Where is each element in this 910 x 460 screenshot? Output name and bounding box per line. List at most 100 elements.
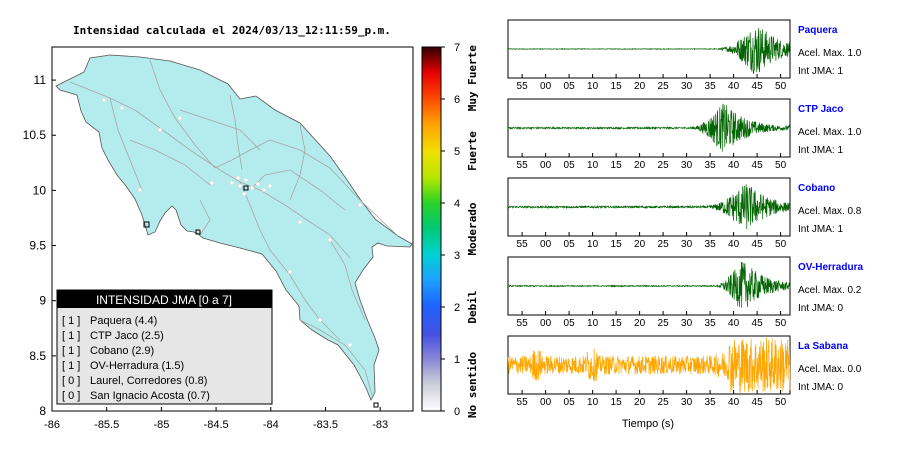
legend-jma-value: [ 1 ] [62, 315, 80, 327]
time-tick-label: 20 [634, 239, 646, 250]
waveform-trace [507, 28, 791, 74]
time-tick-label: 40 [728, 239, 740, 250]
seismogram-panel: 55 00 05 10 15 20 25 30 35 40 45 50 CTP Jaco Acel. Ma… [507, 98, 862, 171]
time-tick-label: 20 [634, 81, 646, 92]
time-tick-label: 10 [587, 318, 599, 329]
time-tick-label: 55 [517, 160, 529, 171]
time-tick-label: 05 [564, 81, 576, 92]
legend-station-label: Laurel, Corredores (0.8) [90, 375, 207, 387]
station-name: La Sabana [798, 341, 848, 352]
time-tick-label: 30 [681, 81, 693, 92]
time-tick-label: 05 [564, 397, 576, 408]
time-tick-label: 00 [540, 318, 552, 329]
time-tick-label: 00 [540, 160, 552, 171]
map-y-tick-label: 10 [33, 183, 47, 197]
map-x-tick-label: -83 [372, 419, 388, 431]
legend-station-label: OV-Herradura (1.5) [90, 360, 184, 372]
time-tick-label: 00 [540, 239, 552, 250]
time-tick-label: 15 [611, 239, 623, 250]
station-name: Cobano [798, 183, 835, 194]
time-tick-label: 00 [540, 397, 552, 408]
station-marker-herradura [195, 229, 201, 235]
colorbar-gradient [421, 46, 442, 412]
legend-station-label: CTP Jaco (2.5) [90, 330, 164, 342]
colorbar-tick-label: 3 [454, 250, 460, 262]
colorbar-tick-label: 4 [454, 198, 460, 210]
map-y-tick-label: 8.5 [29, 349, 46, 363]
station-jma: Int JMA: 0 [798, 303, 843, 314]
time-tick-label: 20 [634, 160, 646, 171]
time-tick-label: 35 [705, 397, 717, 408]
time-tick-label: 45 [752, 81, 764, 92]
colorbar-category-label: Debil [466, 290, 479, 323]
time-tick-label: 10 [587, 160, 599, 171]
time-tick-label: 35 [705, 318, 717, 329]
legend-jma-value: [ 1 ] [62, 360, 80, 372]
time-tick-label: 15 [611, 160, 623, 171]
time-tick-label: 40 [728, 81, 740, 92]
map-x-axis: -86 -85.5 -85 -84.5 -84 -83.5 -83 [44, 407, 388, 431]
colorbar-tick-label: 1 [454, 354, 460, 366]
legend-station-label: Paquera (4.4) [90, 315, 157, 327]
time-tick-label: 50 [775, 239, 787, 250]
map-y-tick-label: 11 [34, 73, 47, 87]
seismogram-panel: 55 00 05 10 15 20 25 30 35 40 45 50 Cobano Acel. Max.… [507, 177, 862, 250]
time-tick-label: 55 [517, 239, 529, 250]
time-tick-label: 20 [634, 318, 646, 329]
time-tick-label: 45 [752, 397, 764, 408]
map-x-tick-label: -83.5 [313, 419, 338, 431]
legend-jma-value: [ 1 ] [62, 330, 80, 342]
station-name: Paquera [798, 25, 838, 36]
time-axis-label: Tiempo (s) [622, 418, 674, 430]
time-tick-label: 55 [517, 397, 529, 408]
time-tick-label: 25 [658, 318, 670, 329]
colorbar-category-label: Fuerte [466, 131, 479, 171]
time-tick-label: 35 [705, 160, 717, 171]
time-tick-label: 45 [752, 160, 764, 171]
legend-jma-value: [ 0 ] [62, 375, 80, 387]
time-tick-label: 05 [564, 160, 576, 171]
station-jma: Int JMA: 1 [798, 66, 843, 77]
legend-station-label: Cobano (2.9) [90, 345, 154, 357]
map-y-tick-label: 9.5 [29, 239, 46, 253]
time-tick-label: 40 [728, 160, 740, 171]
seismogram-panel: 55 00 05 10 15 20 25 30 35 40 45 50 Paquera Acel. Max… [507, 19, 862, 92]
station-max-accel: Acel. Max. 1.0 [798, 127, 862, 138]
station-max-accel: Acel. Max. 0.0 [798, 364, 862, 375]
station-jma: Int JMA: 1 [798, 145, 843, 156]
time-tick-label: 45 [752, 239, 764, 250]
map-x-tick-label: -84 [263, 419, 279, 431]
map-y-axis: 11 10.5 10 9.5 9 8.5 8 [23, 73, 56, 418]
colorbar-category-label: Moderado [466, 202, 479, 255]
road-network [69, 59, 399, 396]
waveform-trace [507, 261, 791, 308]
map-x-tick-label: -85 [153, 419, 169, 431]
map-x-tick-label: -85.5 [94, 419, 119, 431]
legend-jma-value: [ 0 ] [62, 390, 80, 402]
costa-rica-map [55, 54, 413, 408]
map-y-tick-label: 10.5 [23, 128, 47, 142]
time-tick-label: 15 [611, 318, 623, 329]
time-tick-label: 15 [611, 81, 623, 92]
time-tick-label: 55 [517, 318, 529, 329]
station-max-accel: Acel. Max. 0.8 [798, 206, 862, 217]
station-jma: Int JMA: 0 [798, 382, 843, 393]
time-tick-label: 35 [705, 239, 717, 250]
seismogram-panels: 55 00 05 10 15 20 25 30 35 40 45 50 Paquera Acel. Max… [507, 19, 863, 408]
time-tick-label: 05 [564, 239, 576, 250]
station-name: OV-Herradura [798, 262, 863, 273]
station-max-accel: Acel. Max. 0.2 [798, 285, 862, 296]
intensity-colorbar: 0 1 2 3 4 5 6 7 No sentido Debil Moderado Fuerte Mu… [421, 42, 479, 418]
intensity-legend: INTENSIDAD JMA [0 a 7] [ 1 ] Paquera (4.4… [56, 289, 273, 405]
map-y-tick-label: 8 [39, 404, 46, 418]
time-tick-label: 40 [728, 318, 740, 329]
waveform-trace [507, 103, 791, 152]
time-tick-label: 30 [681, 397, 693, 408]
station-jma: Int JMA: 1 [798, 224, 843, 235]
time-tick-label: 50 [775, 160, 787, 171]
map-title: Intensidad calculada el 2024/03/13_12:11… [73, 24, 391, 37]
station-marker-laurel [373, 402, 379, 408]
station-dots [101, 97, 363, 348]
time-tick-label: 35 [705, 81, 717, 92]
